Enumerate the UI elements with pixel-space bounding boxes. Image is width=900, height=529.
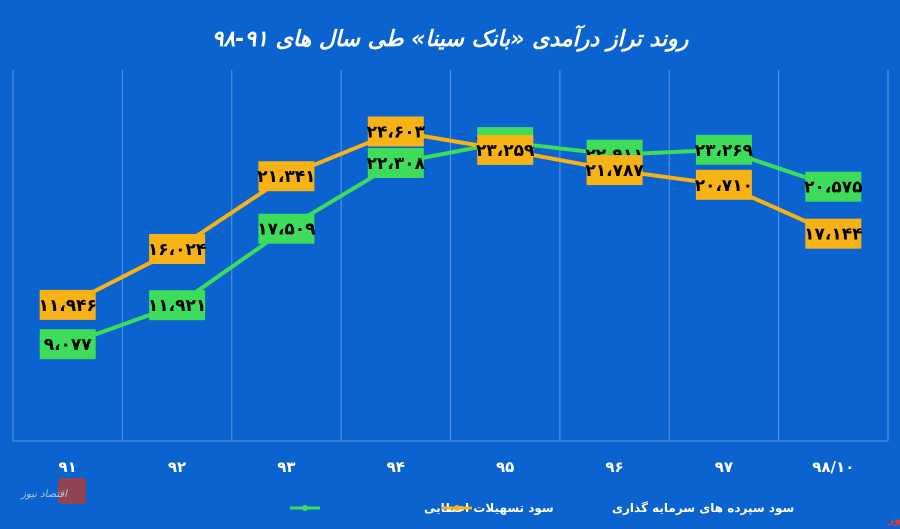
data-label-text-series-2-6: ۲۰،۷۱۰ [695, 176, 753, 196]
watermark-logo: اقتصاد نیوز [19, 478, 86, 504]
watermark-source: بورس نیوز [887, 513, 900, 526]
data-label-text-series-2-1: ۱۶،۰۲۴ [148, 240, 206, 260]
data-label-series-2-1: ۱۶،۰۲۴ [148, 234, 206, 264]
data-label-series-1-0: ۹،۰۷۷ [39, 329, 96, 360]
data-label-box-series-1-3 [367, 148, 424, 178]
grid-layer [12, 70, 889, 441]
legend: سود تسهیلات اعطایی سود سپرده های سرمایه … [290, 501, 794, 516]
data-label-box-series-2-3 [367, 116, 424, 147]
data-label-series-1-2: ۱۷،۵۰۹ [257, 213, 316, 244]
data-label-text-series-1-6: ۲۳،۲۶۹ [695, 141, 754, 161]
x-tick-labels: ۹۱ ۹۲ ۹۳ ۹۴ ۹۵ ۹۶ ۹۷ ۹۸/۱۰ [59, 458, 855, 476]
legend-item-series-2: سود سپرده های سرمایه گذاری [442, 501, 794, 516]
data-label-series-1-7: ۲۰،۵۷۵ [804, 171, 862, 202]
data-label-text-series-2-3: ۲۴،۶۰۳ [367, 123, 426, 143]
legend-label-series-2: سود سپرده های سرمایه گذاری [612, 501, 794, 516]
data-label-series-2-3: ۲۴،۶۰۳ [367, 116, 426, 147]
data-label-box-series-2-0 [39, 289, 96, 320]
data-label-text-series-1-7: ۲۰،۵۷۵ [804, 178, 862, 198]
data-label-box-series-2-6 [695, 169, 752, 200]
x-tick-label-5: ۹۶ [605, 458, 623, 476]
data-label-box-series-1-2 [258, 213, 315, 244]
data-label-box-series-2-7 [805, 218, 862, 249]
data-label-box-series-1-1 [149, 290, 206, 321]
data-label-series-2-7: ۱۷،۱۴۴ [804, 218, 862, 249]
legend-label-series-1: سود تسهیلات اعطایی [424, 501, 554, 516]
data-label-series-2-0: ۱۱،۹۴۶ [39, 289, 97, 320]
legend-marker-series-1 [302, 505, 308, 511]
data-label-text-series-2-5: ۲۱،۷۸۷ [585, 161, 644, 181]
x-tick-label-3: ۹۴ [387, 458, 405, 476]
data-label-series-2-5: ۲۱،۷۸۷ [585, 155, 644, 186]
data-label-text-series-2-7: ۱۷،۱۴۴ [804, 225, 862, 245]
data-label-series-1-1: ۱۱،۹۲۱ [148, 290, 206, 321]
data-label-series-1-3: ۲۲،۳۰۸ [367, 148, 426, 178]
data-label-series-2-4: ۲۳،۲۵۹ [476, 134, 535, 165]
data-label-box-series-2-5 [586, 155, 643, 186]
data-label-box-series-2-4 [477, 134, 534, 165]
data-label-box-series-1-6 [695, 134, 752, 165]
data-label-text-series-1-3: ۲۲،۳۰۸ [367, 154, 426, 174]
x-tick-label-2: ۹۳ [277, 458, 295, 476]
data-label-text-series-1-0: ۹،۰۷۷ [44, 335, 93, 355]
data-label-text-series-1-1: ۱۱،۹۲۱ [148, 296, 206, 316]
x-tick-label-6: ۹۷ [715, 458, 733, 476]
data-label-series-2-2: ۲۱،۳۴۱ [257, 161, 316, 192]
data-label-text-series-1-2: ۱۷،۵۰۹ [257, 220, 316, 240]
data-labels: ۹،۰۷۷۱۱،۹۲۱۱۷،۵۰۹۲۲،۳۰۸۲۳،۸۲۸۲۲،۹۱۱۲۳،۲۶… [39, 116, 862, 360]
x-tick-label-4: ۹۵ [496, 458, 514, 476]
data-label-text-series-2-2: ۲۱،۳۴۱ [257, 167, 315, 187]
data-label-box-series-2-2 [258, 161, 315, 192]
chart-title: روند تراز درآمدی «بانک سینا» طی سال های … [212, 24, 689, 52]
data-label-text-series-2-4: ۲۳،۲۵۹ [476, 141, 535, 161]
x-tick-label-7: ۹۸/۱۰ [812, 458, 854, 476]
legend-item-series-1: سود تسهیلات اعطایی [290, 501, 554, 516]
watermark-logo-badge [58, 478, 86, 504]
data-label-box-series-1-7 [805, 171, 862, 202]
x-tick-label-0: ۹۱ [59, 458, 77, 476]
watermark-logo-text: اقتصاد نیوز [19, 489, 68, 500]
data-label-box-series-2-1 [149, 234, 206, 264]
x-tick-label-1: ۹۲ [168, 458, 186, 476]
data-label-series-2-6: ۲۰،۷۱۰ [695, 169, 753, 200]
data-label-series-1-6: ۲۳،۲۶۹ [695, 134, 754, 165]
data-label-text-series-2-0: ۱۱،۹۴۶ [39, 296, 97, 316]
legend-marker-series-2 [454, 505, 460, 511]
data-label-box-series-1-0 [39, 329, 96, 360]
